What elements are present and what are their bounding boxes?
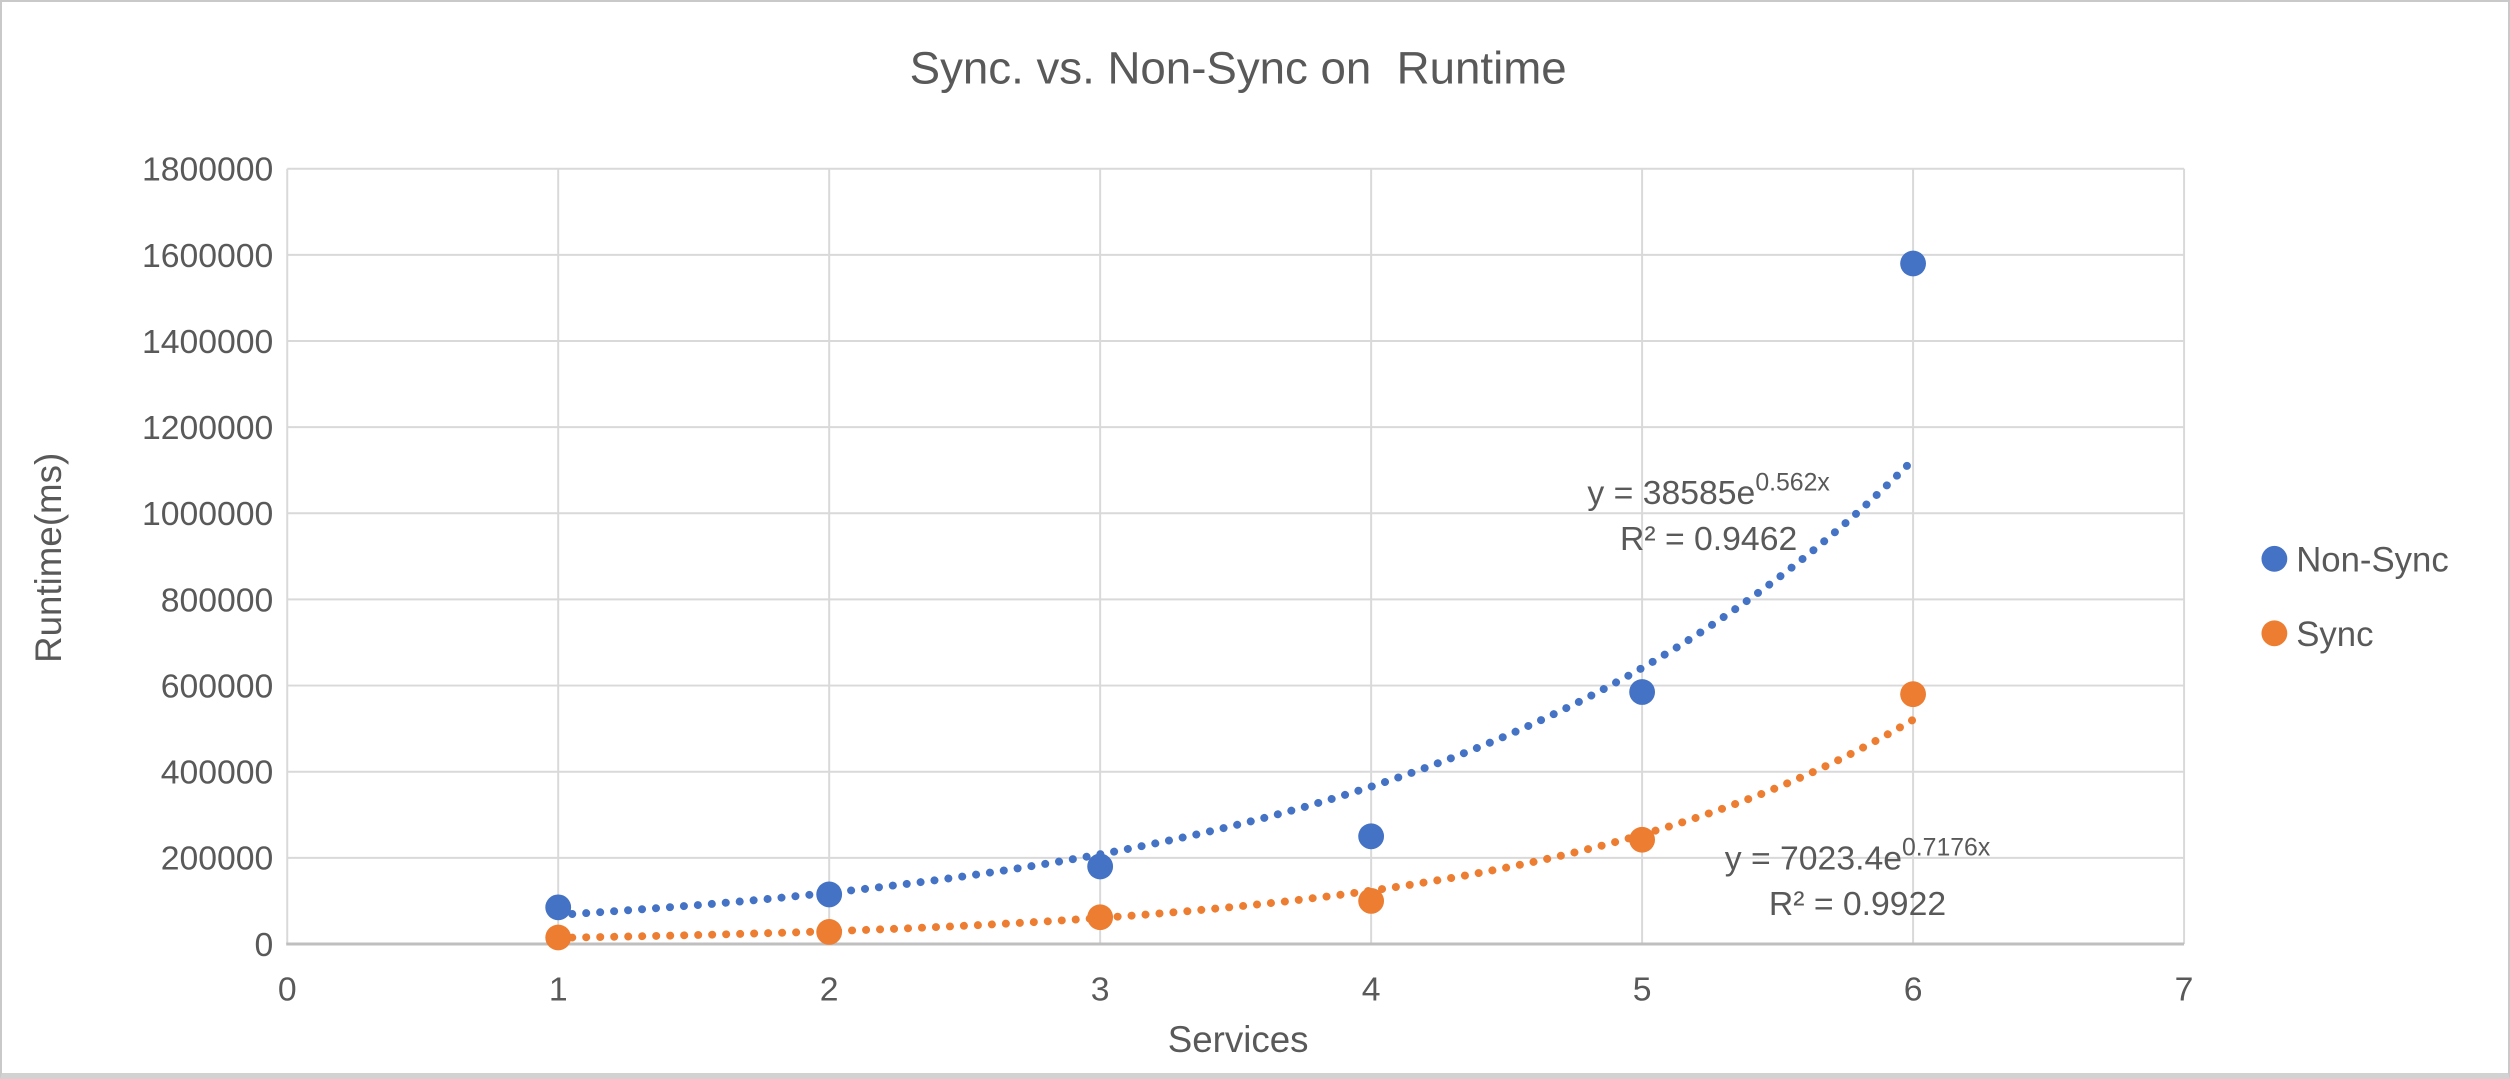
y-axis-tick-labels: 0 200000 400000 600000 800000 1000000 1200000 1… (142, 151, 273, 964)
data-point-sync (1900, 681, 1926, 708)
data-point-non-sync (1900, 250, 1926, 277)
y-tick-label: 200000 (161, 840, 274, 878)
equation-exponent-sync: 0.7176x (1902, 835, 1991, 862)
y-tick-label: 600000 (161, 667, 274, 705)
data-point-sync (1358, 887, 1385, 914)
y-tick-label: 1400000 (142, 323, 273, 361)
trendlines (554, 455, 1918, 942)
x-tick-label: 5 (1633, 971, 1652, 1009)
x-axis-title: Services (1168, 1019, 1309, 1060)
r-squared-sync: R² = 0.9922 (1769, 885, 1946, 923)
data-point-non-sync (1358, 823, 1385, 850)
x-tick-label: 0 (278, 971, 297, 1009)
trendline-sync (554, 715, 1918, 942)
data-point-sync (545, 924, 572, 951)
trendline-equation-sync: y = 7023.4e0.7176x R² = 0.9922 (1725, 835, 1991, 924)
chart-title: Sync. vs. Non-Sync on Runtime (910, 42, 1567, 93)
svg-text:y = 7023.4e0.7176x: y = 7023.4e0.7176x (1725, 835, 1991, 878)
y-tick-label: 1800000 (142, 151, 273, 189)
x-axis-tick-labels: 0 1 2 3 4 5 6 7 (278, 971, 2194, 1009)
equation-base-sync: y = 7023.4e (1725, 840, 1902, 878)
y-tick-label: 1200000 (142, 409, 273, 447)
trendline-non-sync (554, 455, 1918, 919)
data-point-sync (1087, 904, 1114, 931)
data-point-sync (1629, 826, 1656, 853)
y-tick-label: 400000 (161, 754, 274, 792)
x-tick-label: 6 (1904, 971, 1923, 1009)
data-point-non-sync (1087, 853, 1114, 880)
x-tick-label: 7 (2175, 971, 2194, 1009)
x-tick-label: 1 (549, 971, 568, 1009)
y-tick-label: 0 (255, 926, 274, 964)
x-tick-label: 4 (1362, 971, 1381, 1009)
legend: Non-Sync Sync (2261, 542, 2449, 654)
y-tick-label: 1000000 (142, 495, 273, 533)
data-point-non-sync (816, 881, 843, 908)
x-tick-label: 2 (820, 971, 839, 1009)
legend-marker-non-sync-icon (2261, 545, 2288, 572)
gridlines (286, 167, 2186, 946)
equation-base-non-sync: y = 38585e (1587, 474, 1755, 512)
data-point-non-sync (1629, 679, 1656, 705)
equation-exponent-non-sync: 0.562x (1755, 469, 1830, 496)
legend-marker-sync-icon (2261, 620, 2288, 647)
y-tick-label: 1600000 (142, 237, 273, 275)
y-axis-title: Runtime(ms) (28, 453, 69, 663)
y-tick-label: 800000 (161, 581, 274, 619)
data-points (545, 250, 1926, 951)
trendline-equation-non-sync: y = 38585e0.562x R² = 0.9462 (1587, 469, 1830, 558)
data-point-non-sync (545, 894, 572, 921)
x-tick-label: 3 (1091, 971, 1110, 1009)
svg-text:y = 38585e0.562x: y = 38585e0.562x (1587, 469, 1830, 512)
legend-label-sync: Sync (2296, 616, 2373, 654)
legend-label-non-sync: Non-Sync (2296, 542, 2449, 580)
r-squared-non-sync: R² = 0.9462 (1620, 520, 1797, 558)
data-point-sync (816, 919, 843, 945)
